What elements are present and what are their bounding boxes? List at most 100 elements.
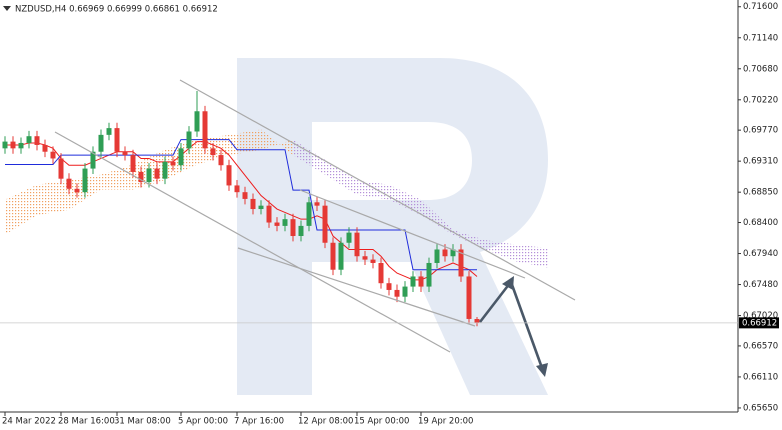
candle-body xyxy=(250,198,256,210)
indicator-layer xyxy=(5,139,478,281)
x-tick-label: 28 Mar 16:00 xyxy=(58,417,115,427)
candle-body xyxy=(442,249,448,257)
candle-body xyxy=(138,171,144,183)
candle-body xyxy=(114,128,120,152)
candle-body xyxy=(74,188,80,193)
candle-body xyxy=(226,165,232,186)
trend-line xyxy=(299,189,526,279)
cloud-segment xyxy=(325,159,357,195)
arrow-head xyxy=(536,363,548,377)
arrow-head xyxy=(502,276,514,290)
candle-layer xyxy=(2,91,480,327)
candle-body xyxy=(170,161,176,166)
candle-body xyxy=(146,168,152,183)
candle-body xyxy=(458,249,464,277)
cloud-segment xyxy=(421,199,453,235)
candle-body xyxy=(42,144,48,152)
candle-body xyxy=(194,111,200,132)
y-tick-label: 0.67480 xyxy=(743,280,778,290)
candle-body xyxy=(298,225,304,237)
candle-body xyxy=(266,205,272,223)
candle-body xyxy=(314,202,320,206)
candle-body xyxy=(50,151,56,159)
candle-body xyxy=(210,148,216,156)
cloud-segment xyxy=(261,129,293,156)
candle-body xyxy=(402,286,408,297)
candle-body xyxy=(178,148,184,166)
candle-body xyxy=(26,136,32,143)
candle-body xyxy=(274,222,280,226)
cloud-segment xyxy=(5,184,37,235)
current-price-tag xyxy=(739,317,779,329)
candle-body xyxy=(234,185,240,193)
candle-body xyxy=(154,168,160,179)
candle-body xyxy=(418,276,424,287)
candle-body xyxy=(474,319,480,323)
cloud-segment xyxy=(517,244,549,268)
y-tick-label: 0.71600 xyxy=(743,2,778,12)
candle-body xyxy=(362,256,368,260)
candle-body xyxy=(130,155,136,172)
y-tick-label: 0.70680 xyxy=(743,64,778,74)
candle-body xyxy=(434,249,440,263)
candle-body xyxy=(218,155,224,166)
candle-body xyxy=(370,259,376,263)
candle-body xyxy=(202,111,208,149)
y-tick-label: 0.69310 xyxy=(743,157,778,167)
trend-line xyxy=(237,247,476,327)
candle-body xyxy=(90,151,96,169)
forecast-arrows xyxy=(478,276,548,377)
cloud-segment xyxy=(389,184,421,216)
trend-line xyxy=(179,79,576,301)
candle-body xyxy=(122,151,128,156)
candle-body xyxy=(346,232,352,243)
x-tick-label: 19 Apr 20:00 xyxy=(418,417,473,427)
candle-body xyxy=(18,142,24,149)
chart-title: NZDUSD,H4 0.66969 0.66999 0.66861 0.6691… xyxy=(15,5,218,15)
annotations xyxy=(54,79,576,353)
candle-body xyxy=(162,161,168,179)
y-tick-label: 0.67940 xyxy=(743,249,778,259)
candle-body xyxy=(10,141,16,149)
trend-line xyxy=(54,131,451,353)
candle-body xyxy=(98,134,104,152)
y-tick-label: 0.66570 xyxy=(743,341,778,351)
arrow-up xyxy=(478,282,512,323)
x-tick-label: 15 Apr 00:00 xyxy=(354,417,409,427)
indicator-line xyxy=(5,141,478,281)
cloud-segment xyxy=(357,180,389,200)
candle-body xyxy=(394,289,400,297)
candle-body xyxy=(66,178,72,189)
candle-body xyxy=(282,219,288,226)
cloud-segment xyxy=(453,229,485,250)
candle-body xyxy=(258,205,264,210)
candle-body xyxy=(410,276,416,287)
candle-body xyxy=(322,205,328,243)
y-tick-label: 0.68400 xyxy=(743,218,778,228)
candle-body xyxy=(306,202,312,226)
title-arrow xyxy=(3,6,11,11)
candle-body xyxy=(450,249,456,257)
candle-body xyxy=(338,242,344,270)
cloud-segment xyxy=(293,139,325,175)
candle-body xyxy=(330,242,336,270)
y-tick-label: 0.69770 xyxy=(743,126,778,136)
y-tick-label: 0.65650 xyxy=(743,403,778,413)
y-tick-label: 0.66110 xyxy=(743,372,778,382)
x-tick-label: 31 Mar 08:00 xyxy=(114,417,171,427)
candle-body xyxy=(242,192,248,199)
candle-body xyxy=(426,262,432,287)
x-tick-label: 5 Apr 00:00 xyxy=(178,417,228,427)
candle-body xyxy=(290,219,296,237)
x-tick-label: 12 Apr 08:00 xyxy=(298,417,353,427)
x-tick-label: 24 Mar 2022 xyxy=(2,417,56,427)
candle-body xyxy=(466,276,472,319)
y-tick-label: 0.67020 xyxy=(743,311,778,321)
candle-body xyxy=(106,128,112,135)
candle-body xyxy=(386,283,392,290)
candle-body xyxy=(58,158,64,179)
candle-body xyxy=(186,131,192,149)
